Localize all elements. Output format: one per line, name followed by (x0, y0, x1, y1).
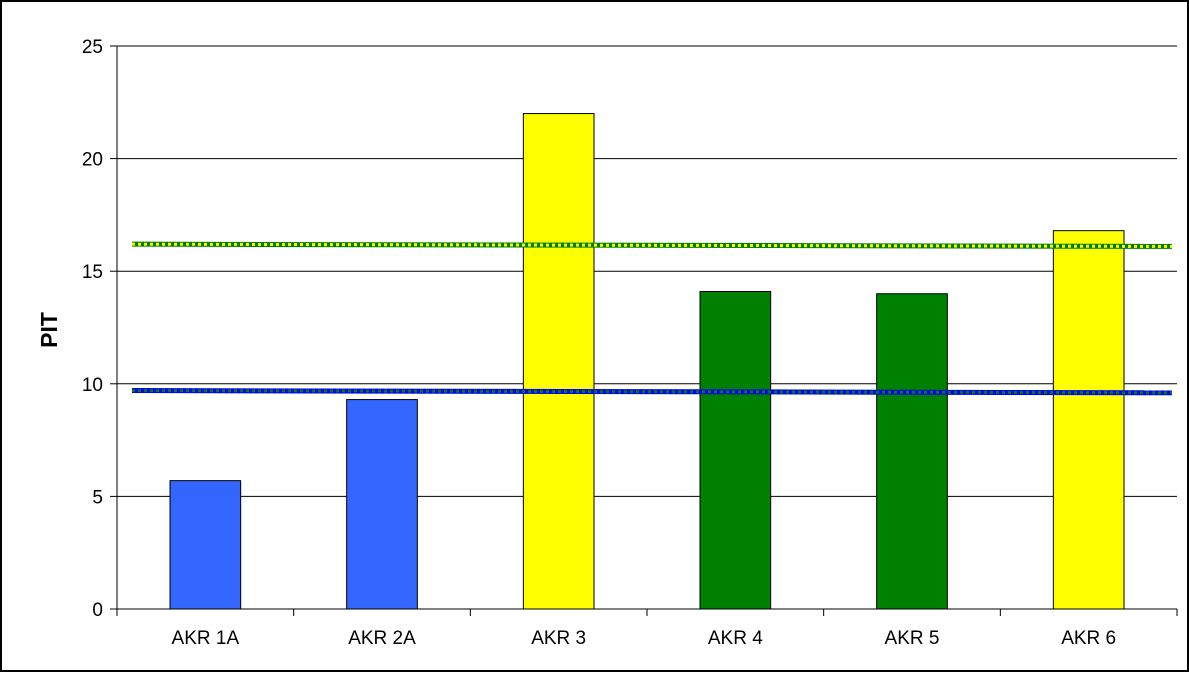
x-tick-label: AKR 2A (348, 628, 416, 649)
bar-akr-6 (1052, 230, 1125, 610)
bar-akr-1a (169, 480, 242, 610)
y-tick-labels: 0 5 10 15 20 25 (82, 37, 103, 621)
reference-line-1-dots (131, 242, 1173, 248)
bar-akr-3 (522, 113, 595, 610)
bar-akr-2a (346, 399, 418, 610)
x-tick-label: AKR 1A (172, 628, 240, 649)
y-axis-label: PIT (36, 312, 62, 348)
bar-akr-5 (876, 293, 948, 610)
x-tick-label: AKR 5 (885, 628, 940, 649)
reference-lines (131, 241, 1173, 396)
y-tick-label: 5 (92, 487, 103, 508)
bars (169, 113, 1125, 610)
x-tick-labels: AKR 1A AKR 2A AKR 3 AKR 4 AKR 5 AKR 6 (172, 628, 1117, 649)
bar-akr-4 (699, 290, 772, 610)
y-tick-label: 10 (82, 375, 103, 396)
y-tick-label: 15 (82, 262, 103, 283)
reference-line-2-dots (131, 389, 1173, 395)
x-tick-label: AKR 4 (708, 628, 763, 649)
y-tick-label: 20 (82, 150, 103, 171)
y-tick-label: 0 (92, 600, 103, 621)
gridlines (117, 45, 1177, 497)
x-tick-label: AKR 3 (531, 628, 586, 649)
x-tick-label: AKR 6 (1061, 628, 1116, 649)
axes (110, 45, 1178, 616)
y-tick-label: 25 (82, 37, 103, 58)
